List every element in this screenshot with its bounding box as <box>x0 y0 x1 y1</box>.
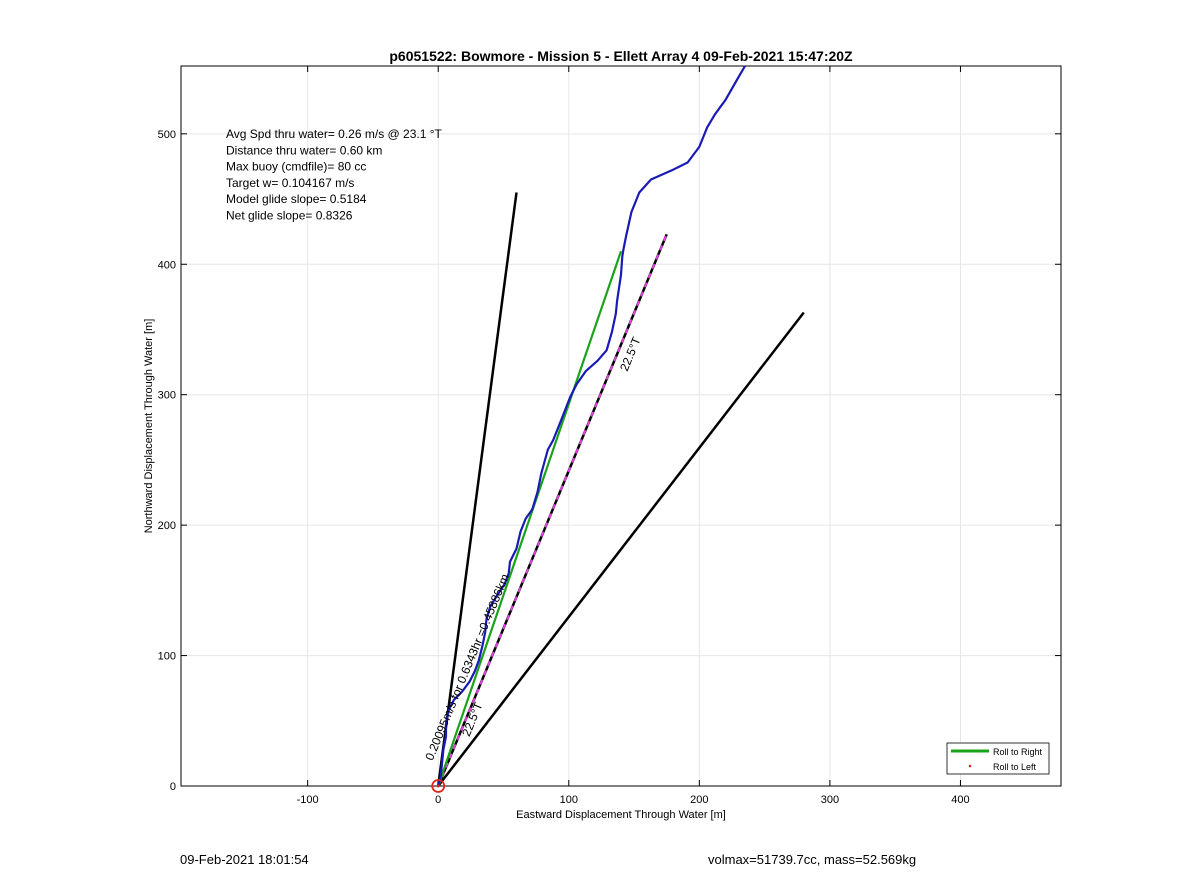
info-line-3: Target w= 0.104167 m/s <box>226 176 354 190</box>
annotation-1: 22.5°T <box>459 700 486 739</box>
x-axis-label: Eastward Displacement Through Water [m] <box>516 809 726 821</box>
info-line-1: Distance thru water= 0.60 km <box>226 143 382 157</box>
start-marker <box>431 779 446 793</box>
heading-line-left <box>436 192 518 787</box>
info-line-5: Net glide slope= 0.8326 <box>226 209 353 223</box>
x-tick-label: 200 <box>690 794 708 806</box>
series-layer <box>431 65 805 793</box>
footer-timestamp: 09-Feb-2021 18:01:54 <box>180 852 309 867</box>
legend-label-roll-left: Roll to Left <box>993 762 1037 772</box>
y-tick-label: 400 <box>158 259 176 271</box>
series-roll-to-right <box>437 250 623 787</box>
annotation-layer: 0.20095m/s for 0.6343hr =0.45886km22.5°T… <box>422 334 643 762</box>
x-tick-label: 300 <box>821 794 839 806</box>
x-tick-label: 400 <box>951 794 969 806</box>
info-line-0: Avg Spd thru water= 0.26 m/s @ 23.1 °T <box>226 127 443 141</box>
y-tick-label: 200 <box>158 520 176 532</box>
chart-title: p6051522: Bowmore - Mission 5 - Ellett A… <box>389 48 853 64</box>
legend-box <box>946 742 1050 775</box>
glider-track <box>437 65 746 787</box>
y-tick-label: 300 <box>158 390 176 402</box>
y-tick-label: 500 <box>158 129 176 141</box>
x-tick-label: 100 <box>560 794 578 806</box>
footer-volmax-mass: volmax=51739.7cc, mass=52.569kg <box>708 852 917 867</box>
y-axis-label: Northward Displacement Through Water [m] <box>143 319 155 534</box>
grid-layer <box>181 66 1061 787</box>
plot-frame <box>180 65 1062 787</box>
y-tick-label: 0 <box>170 781 176 793</box>
x-tick-label: -100 <box>297 794 319 806</box>
annotation-2: 22.5°T <box>617 334 644 373</box>
ticks-layer: -100 0 100 200 300 400 0 100 200 300 400 500 <box>158 66 1061 806</box>
y-tick-label: 100 <box>158 651 176 663</box>
roll-to-left-point <box>436 784 440 788</box>
info-line-4: Model glide slope= 0.5184 <box>226 192 367 206</box>
x-tick-label: 0 <box>435 794 441 806</box>
heading-line-center <box>437 233 668 787</box>
legend-label-roll-right: Roll to Right <box>993 747 1043 757</box>
info-block: Avg Spd thru water= 0.26 m/s @ 23.1 °T Di… <box>226 127 443 223</box>
legend: Roll to Right Roll to Left <box>946 742 1050 775</box>
legend-swatch-roll-left <box>968 764 972 768</box>
info-line-2: Max buoy (cmdfile)= 80 cc <box>226 160 366 174</box>
heading-line-right <box>437 311 805 787</box>
